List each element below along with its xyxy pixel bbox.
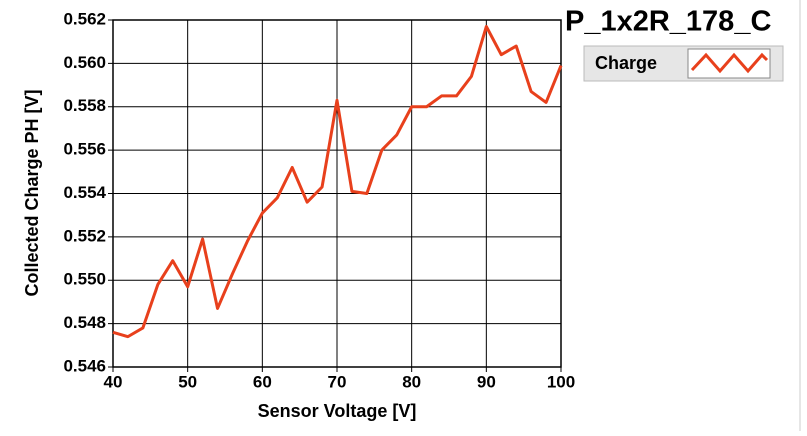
y-tick-label: 0.546 bbox=[63, 356, 106, 375]
legend-line bbox=[690, 52, 769, 74]
y-tick-label: 0.548 bbox=[63, 313, 106, 332]
y-tick-label: 0.556 bbox=[63, 140, 106, 159]
chart-title: P_1x2R_178_C bbox=[565, 6, 771, 38]
x-tick-label: 70 bbox=[328, 372, 347, 391]
legend-swatch bbox=[687, 48, 771, 79]
x-axis-label: Sensor Voltage [V] bbox=[258, 401, 417, 421]
legend-label: Charge bbox=[595, 53, 657, 73]
x-tick-label: 60 bbox=[253, 372, 272, 391]
y-tick-label: 0.554 bbox=[63, 183, 106, 202]
y-axis-label: Collected Charge PH [V] bbox=[22, 89, 42, 296]
x-tick-label: 90 bbox=[477, 372, 496, 391]
y-tick-label: 0.562 bbox=[63, 9, 106, 28]
x-tick-label: 40 bbox=[104, 372, 123, 391]
y-tick-label: 0.550 bbox=[63, 270, 106, 289]
y-tick-label: 0.552 bbox=[63, 226, 106, 245]
data-line bbox=[112, 25, 563, 339]
y-tick-label: 0.560 bbox=[63, 53, 106, 72]
x-tick-label: 80 bbox=[402, 372, 421, 391]
y-tick-label: 0.558 bbox=[63, 96, 106, 115]
plot-frame bbox=[112, 19, 562, 368]
x-tick-label: 100 bbox=[547, 372, 575, 391]
x-tick-label: 50 bbox=[178, 372, 197, 391]
